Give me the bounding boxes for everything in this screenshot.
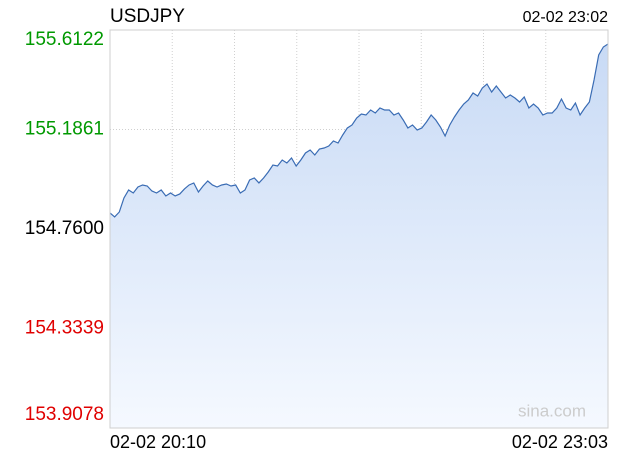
y-tick-label: 154.7600 — [25, 218, 104, 239]
y-tick-label: 155.1861 — [25, 119, 104, 140]
chart-title: USDJPY — [110, 6, 185, 27]
x-tick-label: 02-02 20:10 — [110, 432, 206, 452]
timestamp: 02-02 23:02 — [523, 9, 609, 26]
watermark: sina.com — [518, 401, 586, 420]
price-line — [109, 43, 609, 218]
plot-frame — [109, 29, 609, 429]
y-tick-label: 155.6122 — [25, 29, 104, 50]
area — [110, 43, 608, 429]
x-tick-label: 02-02 23:03 — [512, 432, 608, 452]
y-tick-label: 153.9078 — [25, 404, 104, 425]
y-tick-label: 154.3339 — [25, 318, 104, 339]
